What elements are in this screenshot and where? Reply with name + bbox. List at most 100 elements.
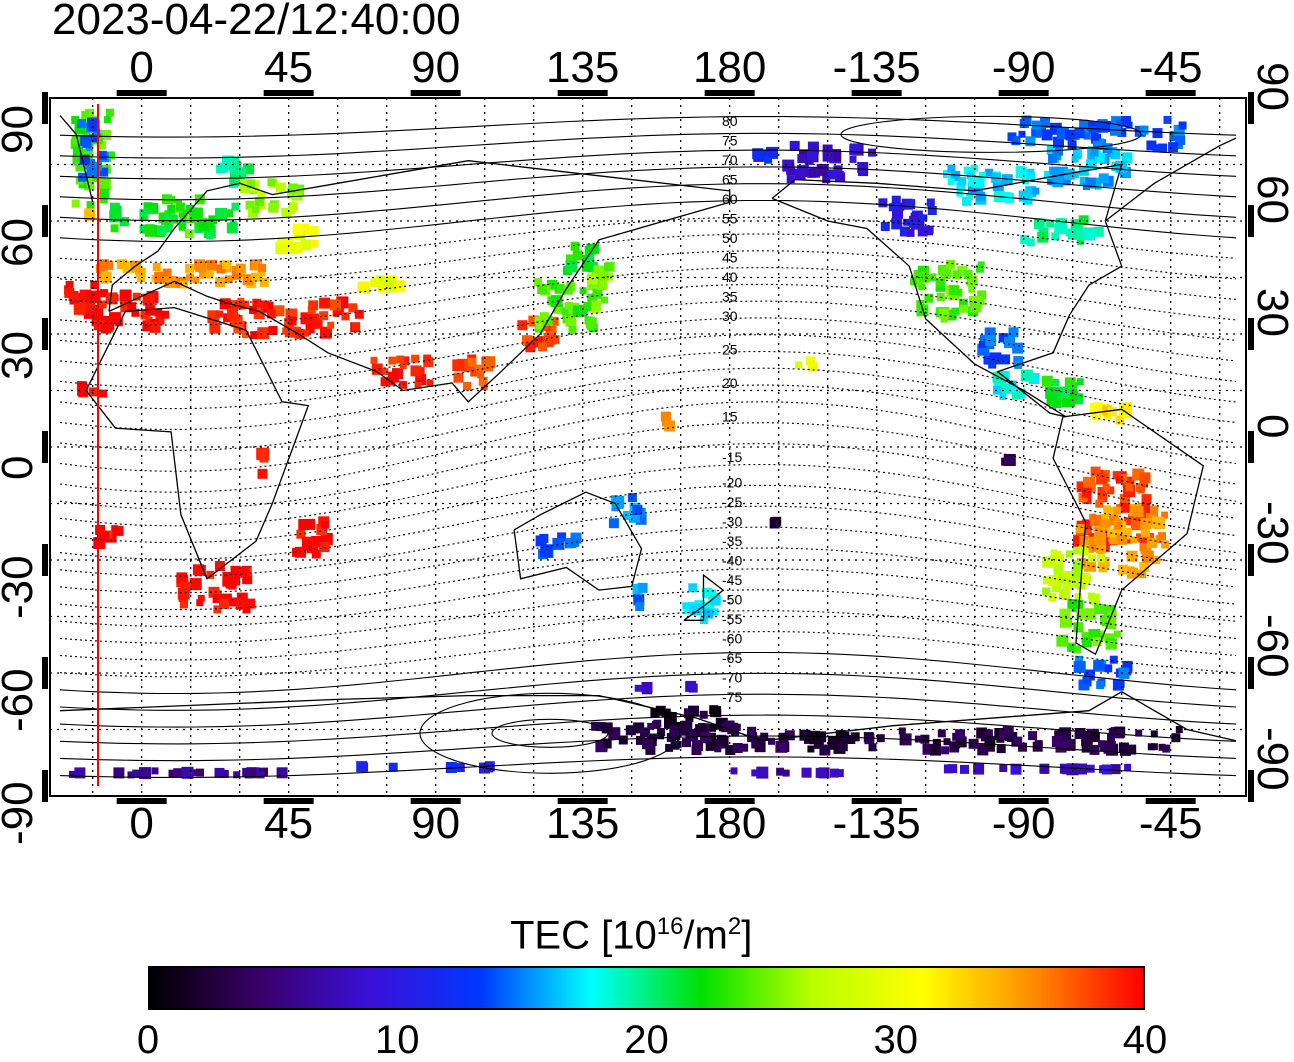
tec-cell xyxy=(191,207,203,219)
tec-cell xyxy=(222,571,231,580)
contour-label: -20 xyxy=(722,475,742,491)
tec-cell xyxy=(387,276,396,285)
tec-cell xyxy=(657,732,665,740)
tec-cell xyxy=(1079,119,1089,129)
magnetic-latitude-contour xyxy=(59,384,1237,472)
tec-cell xyxy=(936,278,945,288)
tec-cell xyxy=(581,262,591,272)
tec-cell xyxy=(426,379,434,387)
tec-cell xyxy=(640,727,650,738)
tec-cell xyxy=(1053,136,1064,148)
tec-cell xyxy=(822,150,834,162)
tec-cell xyxy=(637,582,648,593)
tec-cell xyxy=(190,769,198,777)
lon-tick-top: -135 xyxy=(832,43,921,92)
tec-cell xyxy=(587,293,598,304)
tec-cell xyxy=(1079,176,1089,186)
colorbar-tick: 20 xyxy=(624,1018,669,1062)
tec-cell xyxy=(1135,729,1143,737)
tec-cell xyxy=(257,771,265,779)
tec-cell xyxy=(329,299,341,311)
tec-cell xyxy=(589,243,599,254)
tec-cell xyxy=(257,448,270,461)
tec-cell xyxy=(973,763,985,775)
tec-cell xyxy=(587,255,595,263)
tec-cell xyxy=(79,154,90,165)
tec-cell xyxy=(414,381,422,389)
tec-cell xyxy=(257,268,266,277)
tec-cell xyxy=(1081,519,1092,530)
magnetic-latitude-contour xyxy=(59,568,1237,627)
tec-cell xyxy=(1088,593,1100,605)
magnetic-latitude-contour xyxy=(59,334,1237,410)
tec-cell xyxy=(1110,149,1121,160)
tec-cell xyxy=(385,281,397,293)
tec-cell xyxy=(1090,148,1099,157)
tec-cell xyxy=(985,335,997,346)
tec-cell xyxy=(311,317,323,329)
tec-cell xyxy=(1178,121,1187,130)
tec-cell xyxy=(608,518,619,529)
tec-cell xyxy=(161,310,170,319)
tec-cell xyxy=(540,545,553,558)
tec-cell xyxy=(1099,740,1111,752)
lon-tick-bar xyxy=(263,798,314,804)
tec-cell xyxy=(1130,536,1138,544)
tec-cell xyxy=(828,739,839,750)
tec-cell xyxy=(411,354,420,363)
contour-labels: 80 75 70 65 60 55 50 45 40 35 30 25 20 15 -15 -20 -25 -30… xyxy=(722,113,742,705)
tec-cell xyxy=(700,732,711,744)
tec-cell xyxy=(245,598,256,609)
tec-cell xyxy=(534,316,543,325)
tec-cell xyxy=(917,265,927,275)
tec-cell xyxy=(83,130,91,138)
lon-tick-bar xyxy=(998,798,1049,804)
tec-cell xyxy=(603,740,612,748)
tec-cell xyxy=(930,744,941,756)
tec-cell xyxy=(226,222,238,234)
tec-cell xyxy=(381,368,389,376)
tec-cell xyxy=(199,270,207,279)
tec-cell xyxy=(1090,132,1099,141)
lon-tick-bar xyxy=(557,90,608,96)
tec-cell xyxy=(979,743,988,752)
tec-cell xyxy=(554,283,565,294)
tec-cell xyxy=(710,706,722,718)
tec-cell xyxy=(835,769,844,778)
tec-cell xyxy=(1015,167,1027,179)
contour-label: 40 xyxy=(722,269,738,285)
tec-cell xyxy=(1137,486,1145,494)
tec-cell xyxy=(978,341,986,348)
tec-cell xyxy=(483,762,494,773)
tec-cell xyxy=(1063,738,1076,751)
tec-cell xyxy=(184,229,194,239)
tec-cell xyxy=(213,605,222,614)
tec-cell xyxy=(1152,144,1161,153)
tec-cell xyxy=(251,272,261,282)
tec-cell xyxy=(801,767,812,778)
tec-cell xyxy=(657,728,666,736)
tec-cell xyxy=(730,767,738,775)
plot-title: 2023-04-22/12:40:00 xyxy=(52,0,461,44)
tec-cell xyxy=(116,259,127,270)
magnetic-latitude-contour xyxy=(59,714,1237,745)
tec-cell xyxy=(1089,744,1100,755)
tec-cell xyxy=(1067,140,1077,150)
tec-cell xyxy=(585,317,597,329)
tec-cell xyxy=(246,180,255,189)
tec-cell xyxy=(1150,505,1159,514)
tec-cell xyxy=(224,275,233,284)
tec-cell xyxy=(1018,742,1027,752)
tec-cell xyxy=(1118,742,1129,753)
tec-cell xyxy=(1139,472,1151,484)
tec-cell xyxy=(235,167,247,179)
tec-cell xyxy=(552,537,565,550)
tec-cell xyxy=(786,175,795,184)
tec-cell xyxy=(1110,764,1121,775)
tec-cell xyxy=(1071,155,1079,163)
tec-cell xyxy=(233,771,241,779)
tec-cell xyxy=(1119,493,1130,504)
contour-label: -40 xyxy=(722,553,742,569)
tec-cell xyxy=(204,269,214,279)
tec-cell xyxy=(1010,763,1022,775)
